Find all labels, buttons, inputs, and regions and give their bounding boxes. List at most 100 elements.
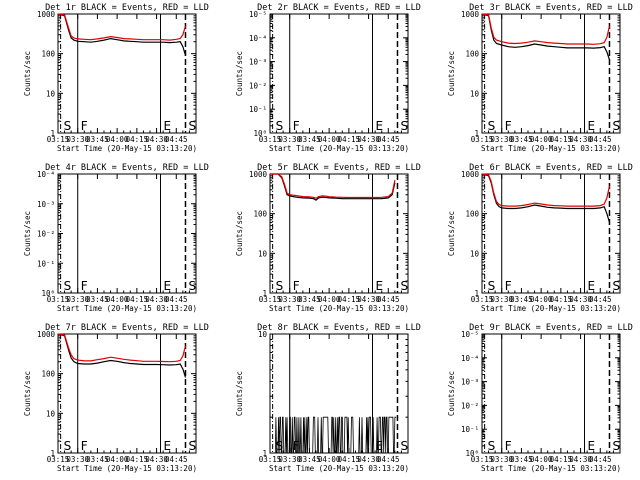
- y-tick-label: 100: [41, 50, 55, 59]
- marker-label-f: F: [505, 439, 512, 453]
- series-line-lld: [270, 173, 396, 199]
- x-tick-label: 04:30: [569, 295, 592, 304]
- y-axis-label: Counts/sec: [235, 211, 244, 256]
- chart-det-8: Det 8r BLACK = Events, RED = LLD 1 10 Count…: [235, 323, 421, 473]
- chart-title: Det 6r BLACK = Events, RED = LLD: [469, 163, 633, 173]
- x-tick-label: 03:15: [471, 295, 494, 304]
- x-tick-label: 04:15: [550, 135, 573, 144]
- y-tick-label: 10⁻¹: [461, 425, 479, 434]
- y-tick-label: 10⁻⁵: [249, 10, 267, 19]
- x-tick-label: 04:45: [377, 295, 400, 304]
- plot-frame: [269, 13, 409, 134]
- y-tick-label: 10⁰: [253, 129, 267, 138]
- marker-label-e: E: [588, 439, 596, 453]
- series-line-events: [270, 173, 396, 201]
- marker-label-s-end: S: [612, 119, 620, 133]
- marker-label-f: F: [81, 279, 88, 293]
- x-tick-label: 04:00: [318, 135, 341, 144]
- y-tick-label: 1000: [461, 10, 480, 19]
- marker-label-s: S: [488, 279, 496, 293]
- y-axis-label: Counts/sec: [235, 51, 244, 96]
- chart-det-6: Det 6r BLACK = Events, RED = LLD 1 10 100 10…: [447, 163, 633, 313]
- x-tick-label: 04:30: [357, 295, 380, 304]
- x-tick-label: 03:30: [278, 455, 301, 464]
- marker-label-s-end: S: [400, 439, 408, 453]
- x-tick-label: 03:30: [490, 295, 513, 304]
- plot-frame: [481, 13, 621, 134]
- x-tick-label: 03:45: [86, 455, 109, 464]
- x-tick-label: 03:45: [298, 295, 321, 304]
- y-tick-label: 1: [474, 129, 479, 138]
- chart-det-1: Det 1r BLACK = Events, RED = LLD 1 10 100 10…: [23, 3, 209, 153]
- x-tick-label: 03:30: [66, 455, 89, 464]
- plot-frame: [57, 333, 197, 454]
- y-tick-label: 1000: [461, 170, 480, 179]
- x-tick-label: 03:45: [298, 455, 321, 464]
- y-tick-label: 1: [262, 289, 267, 298]
- y-tick-label: 1: [474, 289, 479, 298]
- x-tick-label: 04:15: [126, 455, 149, 464]
- chart-det-4: Det 4r BLACK = Events, RED = LLD 10⁰ 10⁻¹ 1…: [23, 163, 209, 313]
- y-axis-label: Counts/sec: [23, 371, 32, 416]
- x-tick-label: 04:45: [589, 135, 612, 144]
- x-axis-label: Start Time (20-May-15 03:13:20): [269, 304, 409, 313]
- marker-label-e: E: [588, 119, 596, 133]
- y-tick-label: 10⁻¹: [249, 105, 267, 114]
- x-tick-label: 04:30: [569, 455, 592, 464]
- marker-label-e: E: [376, 439, 384, 453]
- x-tick-label: 03:45: [510, 295, 533, 304]
- x-tick-label: 04:45: [377, 135, 400, 144]
- x-tick-label: 03:30: [278, 295, 301, 304]
- x-tick-label: 03:45: [510, 455, 533, 464]
- y-tick-label: 10⁻²: [37, 230, 55, 239]
- x-tick-label: 04:30: [145, 135, 168, 144]
- marker-label-s: S: [64, 119, 72, 133]
- x-axis-label: Start Time (20-May-15 03:13:20): [57, 144, 197, 153]
- x-tick-label: 04:00: [530, 455, 553, 464]
- x-tick-label: 04:15: [338, 455, 361, 464]
- y-tick-label: 10⁻²: [461, 401, 479, 410]
- marker-label-e: E: [164, 279, 172, 293]
- plot-frame: [269, 333, 409, 454]
- x-axis-label: Start Time (20-May-15 03:13:20): [57, 464, 197, 473]
- chart-title: Det 5r BLACK = Events, RED = LLD: [257, 163, 421, 173]
- marker-label-s: S: [64, 439, 72, 453]
- y-tick-label: 10⁻¹: [37, 259, 55, 268]
- x-tick-label: 04:00: [318, 295, 341, 304]
- y-tick-label: 10: [258, 330, 268, 339]
- y-tick-label: 1: [262, 449, 267, 458]
- x-tick-label: 04:30: [569, 135, 592, 144]
- x-axis-label: Start Time (20-May-15 03:13:20): [481, 144, 621, 153]
- x-tick-label: 04:00: [530, 295, 553, 304]
- marker-label-e: E: [164, 439, 172, 453]
- y-axis-label: Counts/sec: [447, 51, 456, 96]
- x-axis-label: Start Time (20-May-15 03:13:20): [269, 144, 409, 153]
- plot-frame: [481, 333, 621, 454]
- x-tick-label: 04:45: [589, 455, 612, 464]
- plot-frame: [57, 173, 197, 294]
- chart-title: Det 4r BLACK = Events, RED = LLD: [45, 163, 209, 173]
- x-tick-label: 04:30: [357, 455, 380, 464]
- marker-label-f: F: [293, 439, 300, 453]
- y-tick-label: 10: [470, 89, 480, 98]
- series-line-lld: [57, 13, 187, 41]
- y-tick-label: 100: [253, 210, 267, 219]
- y-axis-label: Counts/sec: [447, 371, 456, 416]
- x-axis-label: Start Time (20-May-15 03:13:20): [57, 304, 197, 313]
- x-tick-label: 04:45: [165, 455, 188, 464]
- marker-label-s-end: S: [188, 279, 196, 293]
- series-line-lld: [481, 13, 611, 45]
- series-line-events: [57, 13, 187, 56]
- x-tick-label: 04:45: [589, 295, 612, 304]
- chart-title: Det 3r BLACK = Events, RED = LLD: [469, 3, 633, 13]
- x-tick-label: 03:15: [259, 295, 282, 304]
- x-tick-label: 03:15: [47, 295, 70, 304]
- x-tick-label: 03:15: [259, 135, 282, 144]
- chart-title: Det 7r BLACK = Events, RED = LLD: [45, 323, 209, 333]
- y-tick-label: 100: [41, 370, 55, 379]
- marker-label-e: E: [588, 279, 596, 293]
- marker-label-s-end: S: [612, 279, 620, 293]
- x-tick-label: 03:30: [490, 455, 513, 464]
- marker-label-s: S: [488, 119, 496, 133]
- marker-label-s-end: S: [400, 279, 408, 293]
